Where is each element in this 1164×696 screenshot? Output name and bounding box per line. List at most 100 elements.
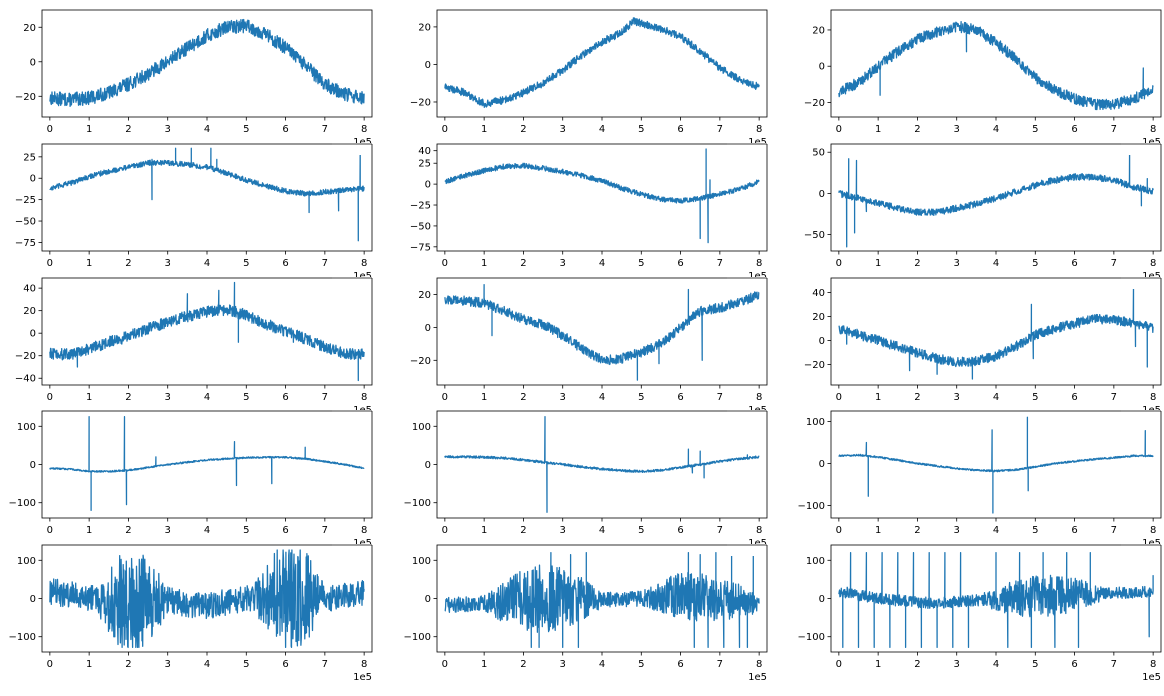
x-tick-label: 5 [638, 258, 644, 269]
x-tick-label: 3 [560, 525, 566, 536]
y-tick-label: −50 [15, 217, 36, 228]
x-tick-label: 7 [717, 392, 723, 403]
plot-area [41, 143, 373, 252]
label-occluder [1121, 544, 1164, 556]
y-tick-label: 20 [418, 22, 431, 33]
x-tick-label: 0 [442, 392, 448, 403]
subplot-5: 0 1 2 3 4 5 6 7 8 40 25 0 −25 −50 −75 1e5 [410, 143, 768, 282]
x-tick-label: 4 [204, 258, 210, 269]
x-tick-label: 3 [560, 258, 566, 269]
x-tick-label: 1 [86, 392, 92, 403]
x-tick-label: 1 [875, 258, 881, 269]
x-tick-label: 8 [361, 258, 367, 269]
y-tick-label: −50 [804, 230, 825, 241]
x-tick-label: 6 [282, 258, 288, 269]
x-tick-label: 3 [165, 392, 171, 403]
subplot-13: 0 1 2 3 4 5 6 7 8 100 0 −100 1e5 [9, 544, 373, 683]
x-tick-label: 3 [560, 392, 566, 403]
x-tick-label: 5 [638, 392, 644, 403]
y-tick-label: 0 [425, 594, 431, 605]
x-tick-label: 5 [638, 659, 644, 670]
x-tick-label: 6 [282, 124, 288, 135]
y-tick-label: 0 [425, 60, 431, 71]
x-tick-label: 3 [954, 525, 960, 536]
x-tick-label: 7 [1111, 258, 1117, 269]
subplot-15: 0 1 2 3 4 5 6 7 8 100 0 −100 1e5 [798, 544, 1162, 683]
x-tick-label: 4 [993, 525, 999, 536]
x-tick-label: 0 [836, 525, 842, 536]
x-offset-label: 1e5 [748, 672, 767, 683]
y-tick-label: −20 [15, 92, 36, 103]
x-tick-label: 7 [322, 392, 328, 403]
y-tick-label: −20 [804, 360, 825, 371]
y-tick-label: 20 [23, 306, 36, 317]
x-tick-label: 1 [481, 124, 487, 135]
x-tick-label: 6 [1071, 392, 1077, 403]
x-tick-label: 5 [638, 525, 644, 536]
x-tick-label: 5 [243, 659, 249, 670]
signal-line [444, 283, 760, 381]
x-tick-label: 4 [993, 392, 999, 403]
y-tick-label: 0 [425, 460, 431, 471]
x-tick-label: 1 [86, 124, 92, 135]
y-tick-label: −75 [410, 242, 431, 253]
x-tick-label: 8 [361, 525, 367, 536]
label-occluder [332, 544, 377, 556]
signal-line [838, 551, 1154, 649]
x-tick-label: 4 [599, 124, 605, 135]
x-tick-label: 2 [914, 124, 920, 135]
y-tick-label: 40 [812, 288, 825, 299]
x-tick-label: 6 [1071, 258, 1077, 269]
x-tick-label: 2 [914, 659, 920, 670]
x-offset-label: 1e5 [748, 538, 767, 549]
signal-line [444, 17, 760, 108]
x-tick-label: 2 [125, 124, 131, 135]
x-tick-label: 1 [481, 525, 487, 536]
x-tick-label: 5 [243, 258, 249, 269]
x-tick-label: 3 [954, 659, 960, 670]
subplot-14: 0 1 2 3 4 5 6 7 8 100 0 −100 1e5 [404, 544, 768, 683]
x-tick-label: 2 [520, 525, 526, 536]
label-occluder [1121, 277, 1164, 289]
x-tick-label: 1 [875, 659, 881, 670]
subplot-1: 0 1 2 3 4 5 6 7 8 −20 0 20 1e5 [15, 9, 373, 148]
y-tick-label: −20 [410, 97, 431, 108]
plot-area [436, 143, 768, 252]
x-tick-label: 5 [1032, 659, 1038, 670]
x-tick-label: 2 [520, 659, 526, 670]
x-tick-label: 7 [717, 258, 723, 269]
y-tick-label: −40 [15, 374, 36, 385]
signal-line [49, 147, 365, 242]
x-tick-label: 6 [282, 525, 288, 536]
subplot-4: 0 1 2 3 4 5 6 7 8 25 0 −25 −50 −75 1e5 [15, 143, 373, 282]
plot-area [830, 277, 1162, 386]
signal-line [49, 281, 365, 382]
x-tick-label: 5 [1032, 525, 1038, 536]
x-tick-label: 2 [914, 525, 920, 536]
x-offset-label: 1e5 [353, 271, 372, 282]
x-tick-label: 7 [322, 124, 328, 135]
x-tick-label: 3 [165, 124, 171, 135]
x-tick-label: 4 [204, 124, 210, 135]
x-tick-label: 1 [875, 525, 881, 536]
x-tick-label: 8 [756, 392, 762, 403]
x-tick-label: 8 [361, 124, 367, 135]
x-tick-label: 7 [1111, 124, 1117, 135]
x-tick-label: 4 [993, 258, 999, 269]
y-tick-label: −50 [410, 221, 431, 232]
x-tick-label: 6 [282, 392, 288, 403]
x-tick-label: 2 [125, 392, 131, 403]
y-tick-label: 100 [412, 422, 431, 433]
y-tick-label: 0 [425, 180, 431, 191]
y-tick-label: 0 [30, 329, 36, 340]
label-occluder [727, 410, 772, 422]
x-tick-label: 7 [322, 258, 328, 269]
y-tick-label: 20 [812, 312, 825, 323]
x-tick-label: 7 [1111, 525, 1117, 536]
x-tick-label: 8 [756, 124, 762, 135]
x-tick-label: 7 [1111, 392, 1117, 403]
label-occluder [727, 143, 772, 155]
